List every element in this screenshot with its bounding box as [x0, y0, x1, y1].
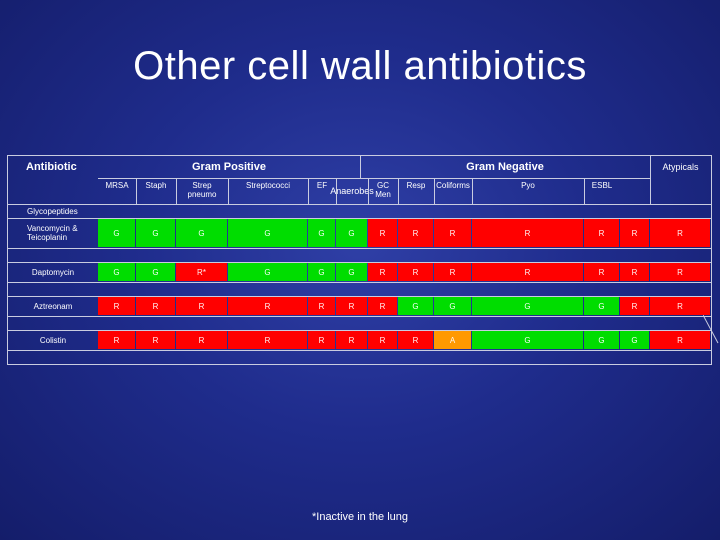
- susceptibility-cell: R: [176, 331, 227, 349]
- column-header: Resp: [406, 181, 426, 190]
- susceptibility-cell: R: [434, 263, 471, 281]
- susceptibility-cell: R: [98, 297, 135, 315]
- susceptibility-cell: G: [336, 219, 367, 247]
- susceptibility-cell: R: [584, 219, 619, 247]
- susceptibility-cell: G: [98, 263, 135, 281]
- susceptibility-cell: G: [584, 297, 619, 315]
- column-header: MRSA: [105, 181, 129, 190]
- susceptibility-cell: R: [308, 297, 335, 315]
- susceptibility-cell: R: [368, 263, 397, 281]
- susceptibility-cell: R: [650, 297, 710, 315]
- susceptibility-cell: R: [620, 219, 649, 247]
- susceptibility-cell: R: [434, 219, 471, 247]
- susceptibility-cell: R*: [176, 263, 227, 281]
- column-header: Pyo: [521, 181, 535, 190]
- susceptibility-cell: G: [472, 331, 583, 349]
- row-label: Colistin: [39, 335, 67, 345]
- column-header: EF: [316, 181, 328, 190]
- column-header: Staph: [145, 181, 167, 190]
- column-header: Streptococci: [245, 181, 291, 190]
- susceptibility-cell: R: [650, 263, 710, 281]
- susceptibility-cell: G: [136, 263, 175, 281]
- footnote: *Inactive in the lung: [311, 511, 408, 523]
- gram-negative-header: Gram Negative: [466, 160, 544, 173]
- susceptibility-cell: R: [336, 297, 367, 315]
- susceptibility-cell: R: [228, 297, 307, 315]
- susceptibility-cell: G: [228, 263, 307, 281]
- susceptibility-cell: G: [136, 219, 175, 247]
- susceptibility-cell: R: [650, 219, 710, 247]
- slide-title: Other cell wall antibiotics: [133, 44, 587, 88]
- row-label: Vancomycin & Teicoplanin: [27, 224, 78, 242]
- susceptibility-cell: R: [368, 219, 397, 247]
- susceptibility-cell: G: [228, 219, 307, 247]
- susceptibility-cell: A: [434, 331, 471, 349]
- susceptibility-cell: G: [308, 263, 335, 281]
- row-label: Daptomycin: [31, 267, 75, 277]
- column-header: ESBL: [591, 181, 613, 190]
- susceptibility-cell: R: [136, 331, 175, 349]
- column-header: GC Men: [375, 181, 391, 199]
- diagonal-line-decoration: [703, 315, 719, 344]
- susceptibility-cell: R: [398, 219, 433, 247]
- susceptibility-cell: R: [308, 331, 335, 349]
- susceptibility-cell: G: [308, 219, 335, 247]
- row-label: Aztreonam: [33, 301, 73, 311]
- column-header: Strep pneumo: [187, 181, 217, 199]
- susceptibility-cell: G: [336, 263, 367, 281]
- glycopeptides-group-label: Glycopeptides: [27, 206, 78, 216]
- column-header: Coliforms: [436, 181, 470, 190]
- susceptibility-cell: R: [620, 263, 649, 281]
- susceptibility-cell: G: [434, 297, 471, 315]
- atypicals-header: Atypicals: [662, 161, 699, 172]
- susceptibility-cell: R: [98, 331, 135, 349]
- susceptibility-cell: R: [472, 263, 583, 281]
- antibiotic-spectrum-table: Antibiotic Gram Positive Gram Negative A…: [7, 155, 712, 365]
- susceptibility-cell: R: [584, 263, 619, 281]
- susceptibility-cell: R: [136, 297, 175, 315]
- susceptibility-cell: R: [398, 263, 433, 281]
- susceptibility-cell: R: [620, 297, 649, 315]
- susceptibility-cell: R: [472, 219, 583, 247]
- susceptibility-cell: R: [368, 331, 397, 349]
- susceptibility-cell: R: [650, 331, 710, 349]
- susceptibility-cell: R: [398, 331, 433, 349]
- susceptibility-cell: G: [398, 297, 433, 315]
- susceptibility-cell: G: [176, 219, 227, 247]
- susceptibility-cell: R: [228, 331, 307, 349]
- gram-positive-header: Gram Positive: [192, 160, 266, 173]
- column-header: Anaerobes: [330, 185, 374, 196]
- susceptibility-cell: R: [336, 331, 367, 349]
- susceptibility-cell: G: [584, 331, 619, 349]
- susceptibility-cell: G: [98, 219, 135, 247]
- antibiotic-header: Antibiotic: [26, 160, 77, 173]
- susceptibility-cell: R: [368, 297, 397, 315]
- susceptibility-cell: G: [472, 297, 583, 315]
- susceptibility-cell: G: [620, 331, 649, 349]
- susceptibility-cell: R: [176, 297, 227, 315]
